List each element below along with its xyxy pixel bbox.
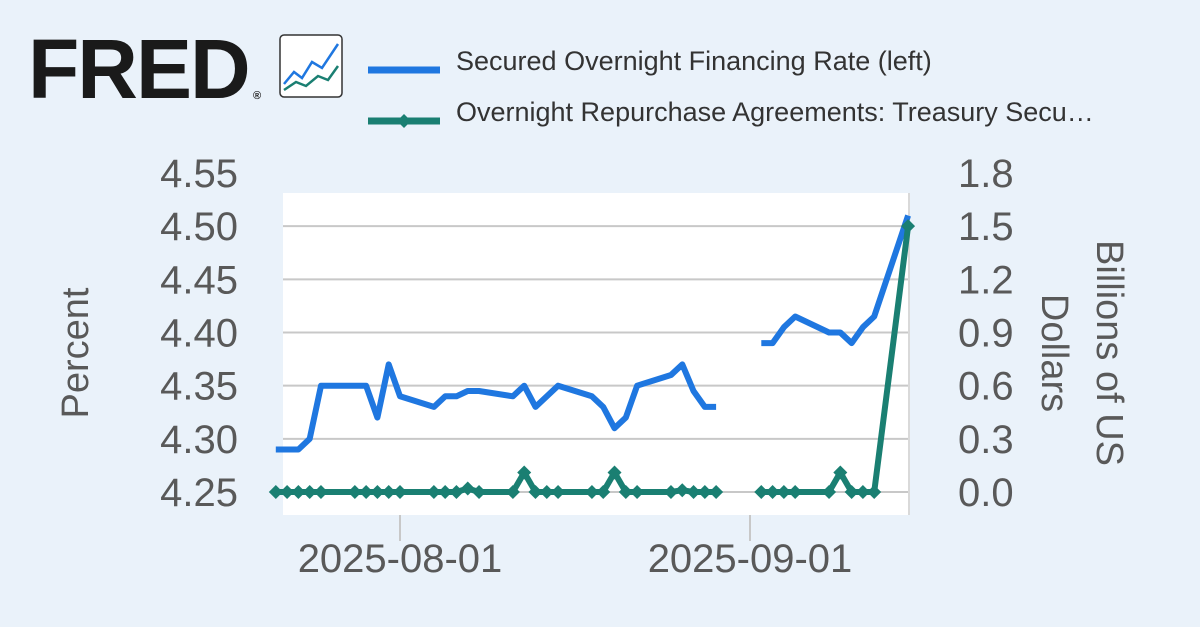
series-1-point-0-0 [268,485,283,499]
series-0-line-1 [761,214,911,347]
series-1-point-0-12 [449,485,464,499]
series-1-point-0-9 [393,485,407,499]
series-layer [268,214,916,499]
y-left-tick-label-4: 4.45 [160,258,238,302]
y-axis-right-ticks: 0.0 0.3 0.6 0.9 1.2 1.5 1.8 [958,152,1014,515]
series-1-point-0-21 [596,485,611,499]
y-axis-right-title-line-2: Dollars [1033,294,1075,412]
y-left-tick-label-6: 4.55 [160,152,238,196]
y-left-tick-label-3: 4.40 [160,312,238,356]
y-left-tick-label-1: 4.30 [160,418,238,462]
series-1-point-0-28 [697,485,712,499]
y-right-tick-label-1: 0.3 [958,418,1014,462]
fred-logo[interactable]: FRED ® [28,22,343,116]
series-1-point-0-26 [675,483,690,498]
series-1-point-0-29 [709,485,724,499]
series-1-point-0-17 [528,485,543,499]
series-1-point-1-0 [754,485,769,499]
legend-marker-repo [397,114,411,128]
series-1-point-0-5 [347,485,362,499]
series-1-point-1-5 [833,465,848,480]
series-1-point-0-15 [505,485,520,499]
series-1-point-0-20 [584,485,599,499]
y-axis-left-title: Percent [55,287,97,418]
series-1-point-0-3 [302,485,317,499]
series-0 [275,214,911,453]
series-1-point-0-4 [313,485,328,499]
registered-mark: ® [253,90,261,102]
legend-label-sofr: Secured Overnight Financing Rate (left) [456,46,932,76]
series-1-point-0-2 [291,485,306,499]
y-right-tick-label-5: 1.5 [958,205,1014,249]
series-1-point-0-11 [438,485,453,499]
y-right-tick-label-0: 0.0 [958,471,1014,515]
series-1-point-1-1 [765,485,780,499]
series-1-point-0-13 [460,481,475,496]
fred-wordmark: FRED [28,22,249,116]
series-1-point-0-24 [630,485,645,499]
x-tick-label-1: 2025-09-01 [648,537,853,581]
legend-entry-sofr[interactable]: Secured Overnight Financing Rate (left) [368,46,932,76]
y-left-tick-label-5: 4.50 [160,205,238,249]
series-1-point-1-2 [776,485,791,499]
series-1-point-0-18 [539,485,554,499]
y-right-tick-label-6: 1.8 [958,152,1014,196]
y-axis-left-ticks: 4.25 4.30 4.35 4.40 4.45 4.50 4.55 [160,152,238,515]
series-1 [268,219,916,499]
series-1-point-0-10 [426,485,441,499]
x-tick-label-0: 2025-08-01 [298,537,503,581]
series-1-point-0-25 [663,485,678,499]
plot-area [283,193,909,515]
y-axis-right-title-line-1: Billions of US [1088,240,1130,466]
series-0-line-0 [275,361,717,453]
series-1-point-1-9 [901,219,916,234]
series-1-point-1-6 [844,485,859,499]
series-1-point-0-14 [472,485,487,499]
y-left-tick-label-0: 4.25 [160,471,238,515]
line-graph-icon [279,34,343,98]
series-1-point-0-6 [359,485,374,499]
legend-label-repo: Overnight Repurchase Agreements: Treasur… [456,97,1094,127]
series-1-point-0-22 [607,465,622,480]
series-1-point-0-8 [381,485,396,499]
series-1-point-1-7 [855,485,870,499]
series-1-point-0-7 [370,485,385,499]
legend: Secured Overnight Financing Rate (left) … [368,46,1094,128]
series-1-point-0-19 [551,485,566,499]
series-1-point-0-27 [686,485,701,499]
series-1-point-0-1 [280,485,295,499]
y-right-tick-label-3: 0.9 [958,312,1014,356]
series-1-point-0-23 [618,485,633,499]
legend-entry-repo[interactable]: Overnight Repurchase Agreements: Treasur… [368,97,1094,128]
x-axis-ticks: 2025-08-01 2025-09-01 [298,515,853,581]
series-1-point-1-8 [867,485,882,499]
series-1-point-1-3 [788,485,803,499]
series-1-point-1-4 [822,485,837,499]
series-1-point-0-16 [517,465,532,480]
y-left-tick-label-2: 4.35 [160,365,238,409]
y-right-tick-label-4: 1.2 [958,258,1014,302]
y-right-tick-label-2: 0.6 [958,365,1014,409]
